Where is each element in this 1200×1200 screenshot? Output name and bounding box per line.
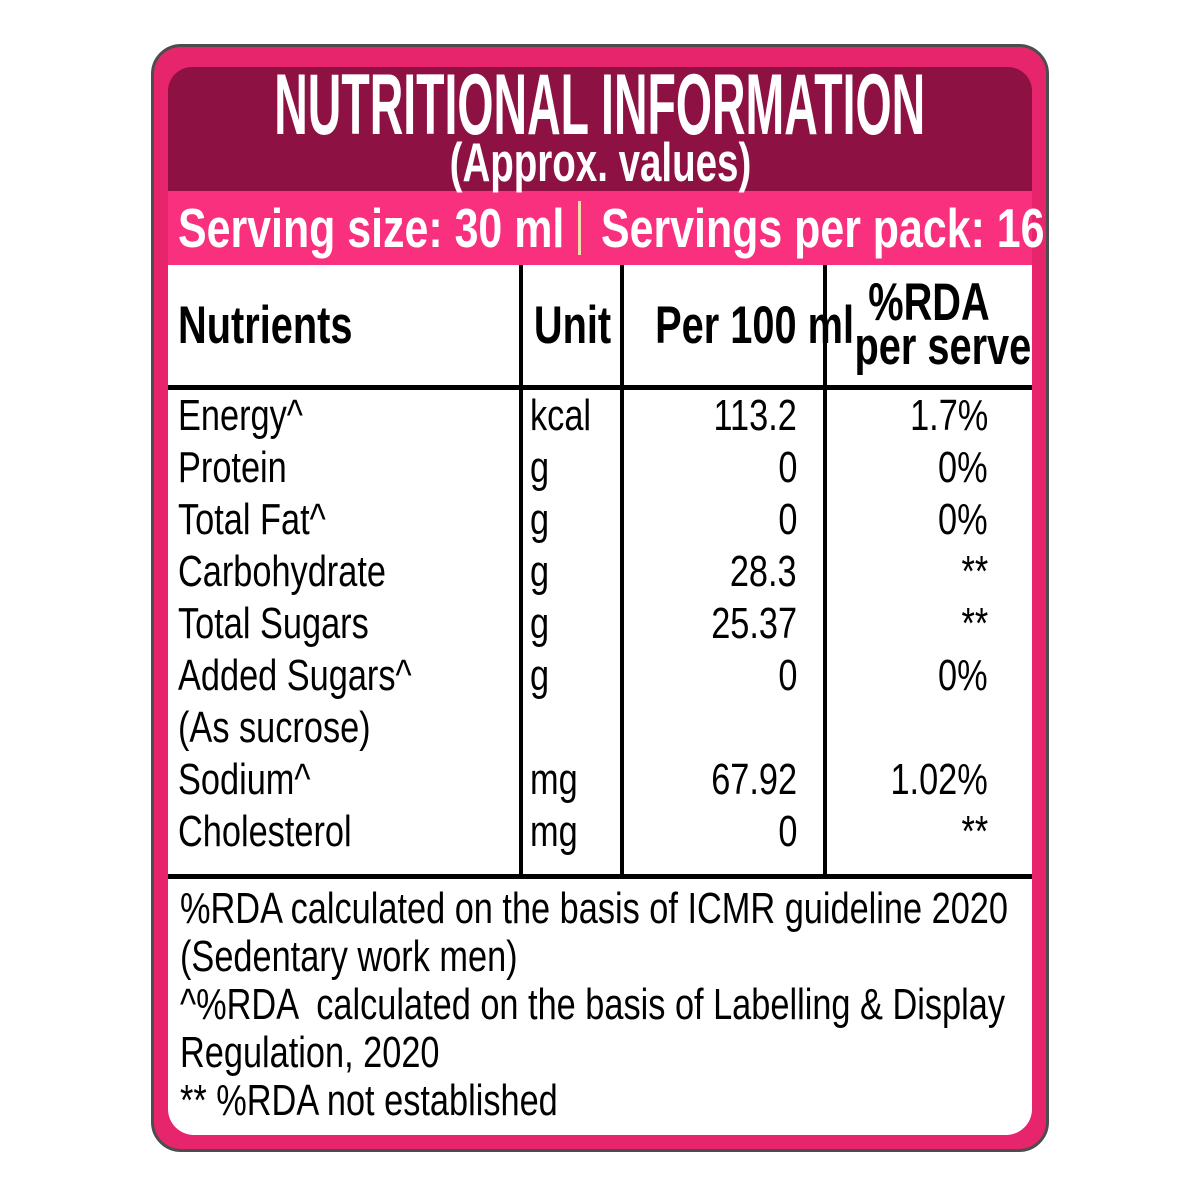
table-row: Cholesterol mg 0 ** xyxy=(168,806,1032,858)
page-subtitle: (Approx. values) xyxy=(385,131,816,193)
nutrient-per100: 0 xyxy=(777,651,797,700)
nutrient-rda: 1.7% xyxy=(909,391,988,440)
nutrient-rda: 1.02% xyxy=(890,755,988,804)
nutrient-per100: 67.92 xyxy=(711,755,797,804)
nutrient-per100: 28.3 xyxy=(730,547,797,596)
serving-size: Serving size: 30 ml xyxy=(178,197,565,259)
footnotes: %RDA calculated on the basis of ICMR gui… xyxy=(168,879,1032,1125)
footnote-line: (Sedentary work men) xyxy=(180,932,518,981)
serving-divider xyxy=(578,201,581,255)
nutrient-name: Cholesterol xyxy=(178,807,352,856)
col-header-nutrients: Nutrients xyxy=(178,295,353,355)
body-separator-line xyxy=(168,874,1032,879)
table-header-row: Nutrients Unit Per 100 ml %RDA per serve xyxy=(168,265,1032,385)
nutrient-per100: 0 xyxy=(777,807,797,856)
nutrient-unit: mg xyxy=(530,755,578,804)
header-separator-line xyxy=(168,385,1032,390)
table-row: Protein g 0 0% xyxy=(168,442,1032,494)
nutrient-unit: g xyxy=(530,651,550,700)
nutrient-name: Protein xyxy=(178,443,287,492)
nutrient-name: Added Sugars^ xyxy=(178,651,412,700)
nutrient-name: (As sucrose) xyxy=(178,703,371,752)
nutrient-rda: 0% xyxy=(938,495,988,544)
nutrient-name: Carbohydrate xyxy=(178,547,386,596)
nutrient-unit: kcal xyxy=(530,391,592,440)
nutrient-unit: g xyxy=(530,495,550,544)
column-divider xyxy=(620,265,624,874)
column-divider xyxy=(519,265,523,874)
table-row: Added Sugars^ g 0 0% xyxy=(168,650,1032,702)
label-header: NUTRITIONAL INFORMATION (Approx. values) xyxy=(168,62,1032,193)
footnote-line: ** %RDA not established xyxy=(180,1076,558,1125)
servings-per-pack: Servings per pack: 16 xyxy=(601,197,1045,259)
nutrient-per100: 0 xyxy=(777,443,797,492)
nutrient-unit: mg xyxy=(530,807,578,856)
nutrient-name: Total Sugars xyxy=(178,599,369,648)
subtitle-text: (Approx. values) xyxy=(449,131,751,193)
footnote-line: %RDA calculated on the basis of ICMR gui… xyxy=(180,884,1008,933)
col-header-unit: Unit xyxy=(533,295,612,355)
nutrition-table-panel: Nutrients Unit Per 100 ml %RDA per serve xyxy=(168,265,1032,1135)
nutrition-table: Nutrients Unit Per 100 ml %RDA per serve xyxy=(168,265,1032,879)
table-row: Carbohydrate g 28.3 ** xyxy=(168,546,1032,598)
title-text: NUTRITIONAL INFORMATION xyxy=(274,57,926,153)
serving-info-bar: Serving size: 30 ml Servings per pack: 1… xyxy=(168,191,1045,265)
nutrient-unit: g xyxy=(530,599,550,648)
table-row: Sodium^ mg 67.92 1.02% xyxy=(168,754,1032,806)
col-header-per-100ml: Per 100 ml xyxy=(655,295,855,355)
table-row: Total Fat^ g 0 0% xyxy=(168,494,1032,546)
page-title: NUTRITIONAL INFORMATION xyxy=(0,57,1200,153)
table-row: Total Sugars g 25.37 ** xyxy=(168,598,1032,650)
footnote-line: ^%RDA calculated on the basis of Labelli… xyxy=(180,980,1005,1029)
nutrient-rda: ** xyxy=(961,807,988,856)
table-row: Energy^ kcal 113.2 1.7% xyxy=(168,390,1032,442)
label-frame: NUTRITIONAL INFORMATION (Approx. values)… xyxy=(151,44,1049,1152)
nutrient-rda: ** xyxy=(961,547,988,596)
nutrient-unit: g xyxy=(530,443,550,492)
nutrient-name: Sodium^ xyxy=(178,755,311,804)
nutrient-rda: 0% xyxy=(938,443,988,492)
column-divider xyxy=(823,265,827,874)
nutrient-name: Energy^ xyxy=(178,391,303,440)
nutrient-unit: g xyxy=(530,547,550,596)
nutrient-name: Total Fat^ xyxy=(178,495,326,544)
nutrient-rda: ** xyxy=(961,599,988,648)
nutrient-rda: 0% xyxy=(938,651,988,700)
nutrient-per100: 25.37 xyxy=(711,599,797,648)
table-body: Energy^ kcal 113.2 1.7% Protein g 0 0% T… xyxy=(168,390,1032,874)
footnote-line: Regulation, 2020 xyxy=(180,1028,440,1077)
nutrient-per100: 0 xyxy=(777,495,797,544)
col-header-rda-per-serve: %RDA per serve xyxy=(854,273,1032,376)
table-row: (As sucrose) xyxy=(168,702,1032,754)
nutrient-per100: 113.2 xyxy=(713,391,797,440)
